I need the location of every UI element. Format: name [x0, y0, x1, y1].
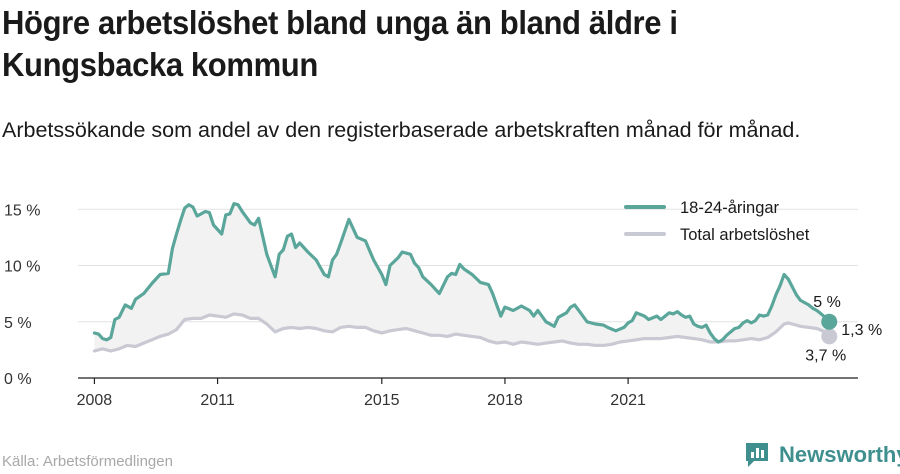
total-end-label: 3,7 %	[805, 347, 846, 364]
difference-area	[94, 203, 830, 351]
legend: 18-24-åringar Total arbetslöshet	[624, 199, 810, 244]
x-tick-label: 2015	[364, 392, 400, 409]
difference-fill	[94, 203, 830, 351]
series-lines	[92, 202, 831, 353]
end-labels: 5 %1,3 % 3,7 %	[805, 294, 882, 365]
brand-name: Newsworthy	[779, 442, 900, 467]
newsworthy-logo[interactable]: Newsworthy	[744, 441, 900, 469]
y-tick-label: 15 %	[4, 202, 40, 219]
x-tick-label: 2021	[610, 392, 646, 409]
source-note: Källa: Arbetsförmedlingen	[2, 453, 173, 470]
line-chart: 2008 2011 2015 2018 2021 0 %5 %10 %15 % 5 %1…	[4, 199, 882, 409]
y-axis-labels: 0 % 5 % 10 % 15 %	[4, 202, 40, 388]
legend-label: Total arbetslöshet	[680, 226, 810, 244]
x-axis: 2008 2011 2015 2018 2021	[77, 377, 858, 409]
series-line	[92, 202, 831, 344]
y-tick-label: 5 %	[4, 315, 32, 332]
chart-subtitle: Arbetssökande som andel av den registerb…	[2, 118, 801, 142]
legend-label: 18-24-åringar	[680, 199, 780, 217]
total-end-marker	[821, 328, 838, 345]
y-tick-label: 10 %	[4, 259, 40, 276]
difference-label: 1,3 %	[841, 322, 882, 339]
x-tick-label: 2008	[77, 392, 113, 409]
y-tick-label: 0 %	[4, 371, 32, 388]
x-tick-label: 2011	[200, 392, 235, 409]
youth-end-marker	[821, 313, 838, 330]
youth-end-label: 5 %	[813, 294, 841, 311]
x-tick-label: 2018	[487, 392, 523, 409]
newsworthy-icon	[746, 443, 768, 467]
chart-title: Högre arbetslöshet bland unga än bland ä…	[2, 4, 678, 83]
